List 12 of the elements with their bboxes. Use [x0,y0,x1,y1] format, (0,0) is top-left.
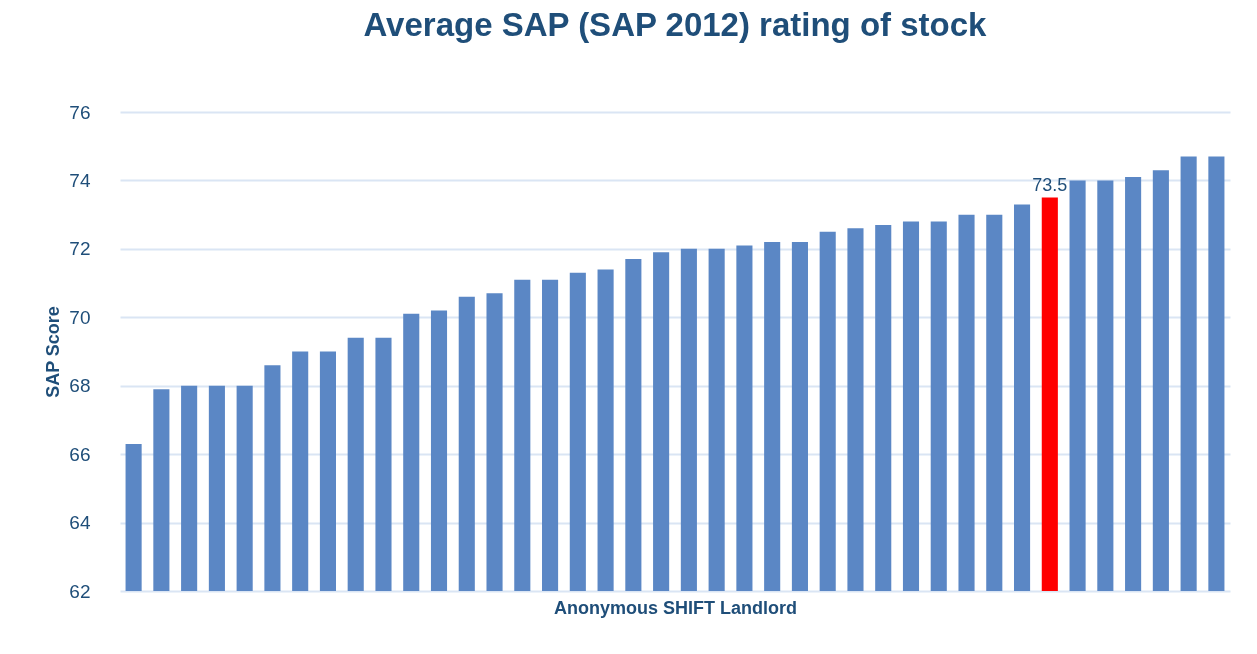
y-tick-label: 68 [69,375,91,397]
x-axis-title: Anonymous SHIFT Landlord [554,597,797,618]
y-tick-label: 64 [69,512,91,534]
y-tick-label: 62 [69,580,91,602]
y-tick-label: 74 [69,169,91,191]
data-label: 73.5 [1032,174,1068,195]
chart-title: Average SAP (SAP 2012) rating of stock [363,6,988,43]
y-tick-label: 66 [69,443,91,465]
y-tick-label: 76 [69,101,91,123]
y-tick-label: 70 [69,306,91,328]
y-tick-label: 72 [69,238,91,260]
y-axis-title: SAP Score [43,306,64,398]
